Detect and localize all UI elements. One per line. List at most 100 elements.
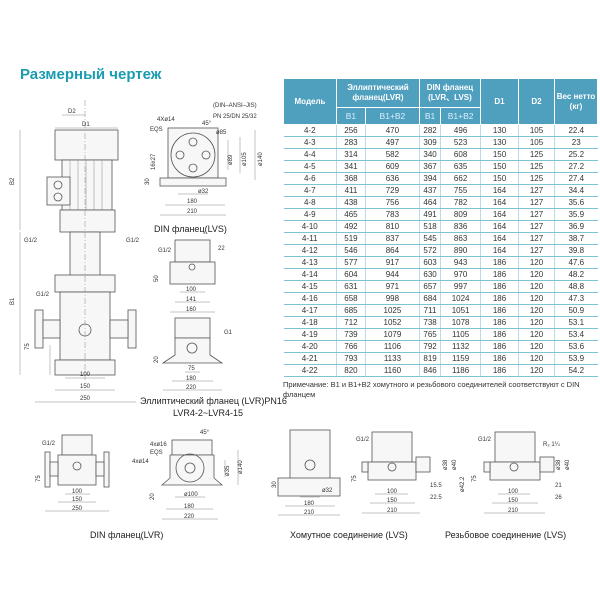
table-row: 4-13 577 917 603 943 186 120 47.6 <box>283 256 598 269</box>
table-cell: 4-10 <box>283 220 337 233</box>
din-lvr-flange-view: 4xø16 EQS 4xø14 45° ø140 ø35 20 ø100 180… <box>132 430 244 520</box>
table-cell: 314 <box>336 148 366 161</box>
table-cell: 368 <box>336 172 366 185</box>
label-75: 75 <box>472 475 478 482</box>
table-row: 4-17 685 1025 711 1051 186 120 50.9 <box>283 304 598 317</box>
label-d40: ø40 <box>452 459 458 470</box>
table-row: 4-22 820 1160 846 1186 186 120 54.2 <box>283 364 598 377</box>
label-250: 250 <box>72 506 83 512</box>
label-210: 210 <box>187 209 198 215</box>
table-cell: 766 <box>336 340 366 353</box>
table-cell: 4-7 <box>283 184 337 197</box>
label-100: 100 <box>80 372 91 378</box>
table-cell: 125 <box>518 160 555 173</box>
label-holes: 4Xø14 <box>157 117 175 123</box>
table-cell: 53.9 <box>554 352 598 365</box>
table-cell: 186 <box>480 292 519 305</box>
table-cell: 120 <box>518 352 555 365</box>
table-cell: 53.4 <box>554 328 598 341</box>
table-cell: 657 <box>418 280 441 293</box>
table-cell: 631 <box>336 280 366 293</box>
table-cell: 127 <box>518 220 555 233</box>
dimensions-table: Модель Эллиптический фланец(LVR) DIN фла… <box>283 78 598 377</box>
table-cell: 4-6 <box>283 172 337 185</box>
table-cell: 48.2 <box>554 268 598 281</box>
table-cell: 38.7 <box>554 232 598 245</box>
table-cell: 164 <box>480 208 519 221</box>
table-cell: 739 <box>336 328 366 341</box>
label-g12: G1/2 <box>42 441 56 447</box>
table-cell: 572 <box>418 244 441 257</box>
label-100: 100 <box>508 489 519 495</box>
table-cell: 4-20 <box>283 340 337 353</box>
table-cell: 4-15 <box>283 280 337 293</box>
table-cell: 4-19 <box>283 328 337 341</box>
table-cell: 864 <box>364 244 420 257</box>
table-cell: 186 <box>480 316 519 329</box>
label-180: 180 <box>184 504 195 510</box>
label-g12: G1/2 <box>158 248 172 254</box>
table-cell: 256 <box>336 124 366 137</box>
label-220: 220 <box>186 385 197 391</box>
table-cell: 50.9 <box>554 304 598 317</box>
label-d38: ø38 <box>443 459 449 470</box>
table-cell: 120 <box>518 364 555 377</box>
table-cell: 917 <box>364 256 420 269</box>
table-cell: 4-14 <box>283 268 337 281</box>
table-cell: 23 <box>554 136 598 149</box>
table-cell: 186 <box>480 340 519 353</box>
table-row: 4-8 438 756 464 782 164 127 35.6 <box>283 196 598 209</box>
table-cell: 765 <box>418 328 441 341</box>
label-d85: ø85 <box>216 130 227 136</box>
table-cell: 497 <box>364 136 420 149</box>
table-cell: 127 <box>518 244 555 257</box>
label-22: 22 <box>218 246 225 252</box>
table-cell: 819 <box>418 352 441 365</box>
table-cell: 125 <box>518 148 555 161</box>
table-cell: 863 <box>440 232 481 245</box>
table-cell: 4-12 <box>283 244 337 257</box>
table-cell: 4-18 <box>283 316 337 329</box>
table-cell: 729 <box>364 184 420 197</box>
label-100: 100 <box>387 489 398 495</box>
clamp-connection-views: 30 ø32 180 210 G1/2 ø38 ø40 ø42.2 75 15.… <box>272 429 466 540</box>
label-b1: B1 <box>10 297 16 305</box>
table-cell: 492 <box>336 220 366 233</box>
header-din: DIN фланец (LVR、LVS) <box>418 78 482 108</box>
table-cell: 186 <box>480 304 519 317</box>
table-cell: 545 <box>418 232 441 245</box>
label-holes16: 4xø16 <box>150 442 167 448</box>
table-cell: 809 <box>440 208 481 221</box>
table-cell: 35.9 <box>554 208 598 221</box>
header-b1: B1 <box>418 107 442 125</box>
label-30: 30 <box>145 178 151 185</box>
table-cell: 27.2 <box>554 160 598 173</box>
table-row: 4-16 658 998 684 1024 186 120 47.3 <box>283 292 598 305</box>
table-cell: 465 <box>336 208 366 221</box>
table-cell: 971 <box>364 280 420 293</box>
table-cell: 4-4 <box>283 148 337 161</box>
label-210b: 210 <box>387 508 398 514</box>
label-150: 150 <box>508 498 519 504</box>
table-cell: 127 <box>518 232 555 245</box>
table-cell: 367 <box>418 160 441 173</box>
thread-connection-view: G1/2 R₂ 1¼ ø38 ø40 75 21 26 100 150 210 … <box>445 431 571 540</box>
label-50: 50 <box>154 275 160 282</box>
table-cell: 491 <box>418 208 441 221</box>
header-elliptic: Эллиптический фланец(LVR) <box>336 78 420 108</box>
table-cell: 1078 <box>440 316 481 329</box>
table-cell: 943 <box>440 256 481 269</box>
table-cell: 1105 <box>440 328 481 341</box>
table-cell: 164 <box>480 244 519 257</box>
table-cell: 47.3 <box>554 292 598 305</box>
header-d2: D2 <box>518 78 555 125</box>
label-g1: G1 <box>224 330 233 336</box>
table-cell: 283 <box>336 136 366 149</box>
table-cell: 755 <box>440 184 481 197</box>
label-holes14: 4xø14 <box>132 459 149 465</box>
table-cell: 810 <box>364 220 420 233</box>
table-cell: 1160 <box>364 364 420 377</box>
label-22-5: 22.5 <box>430 495 442 501</box>
table-cell: 1024 <box>440 292 481 305</box>
